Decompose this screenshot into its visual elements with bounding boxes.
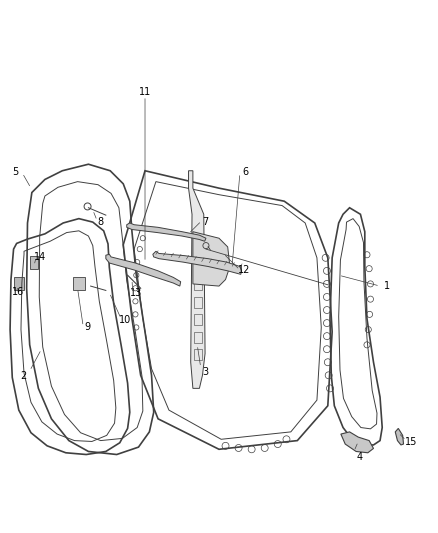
Text: 8: 8 bbox=[98, 217, 104, 227]
Bar bbox=[194, 262, 201, 273]
Polygon shape bbox=[341, 432, 374, 453]
Polygon shape bbox=[395, 429, 403, 445]
Bar bbox=[30, 256, 38, 269]
Polygon shape bbox=[127, 223, 206, 241]
Text: 15: 15 bbox=[405, 437, 417, 447]
Bar bbox=[73, 277, 85, 290]
Polygon shape bbox=[106, 254, 181, 286]
Bar bbox=[194, 245, 201, 256]
Text: 7: 7 bbox=[202, 217, 208, 227]
Text: 11: 11 bbox=[139, 87, 151, 98]
Text: 14: 14 bbox=[34, 252, 46, 262]
Text: 12: 12 bbox=[238, 265, 251, 275]
Bar bbox=[194, 297, 201, 308]
Text: 3: 3 bbox=[202, 367, 208, 377]
Text: 9: 9 bbox=[85, 321, 91, 332]
Polygon shape bbox=[153, 251, 242, 274]
Text: 1: 1 bbox=[384, 281, 390, 291]
Bar bbox=[14, 277, 25, 290]
Text: 10: 10 bbox=[119, 314, 131, 325]
Text: 2: 2 bbox=[20, 371, 26, 381]
Bar bbox=[194, 349, 201, 360]
Bar bbox=[194, 314, 201, 325]
Bar bbox=[194, 279, 201, 290]
Polygon shape bbox=[188, 171, 205, 389]
Text: 16: 16 bbox=[12, 287, 24, 297]
Text: 6: 6 bbox=[242, 167, 248, 176]
Bar bbox=[194, 332, 201, 343]
Text: 4: 4 bbox=[356, 451, 362, 462]
Text: 13: 13 bbox=[130, 288, 142, 298]
Text: 5: 5 bbox=[12, 167, 18, 176]
Polygon shape bbox=[193, 232, 230, 286]
